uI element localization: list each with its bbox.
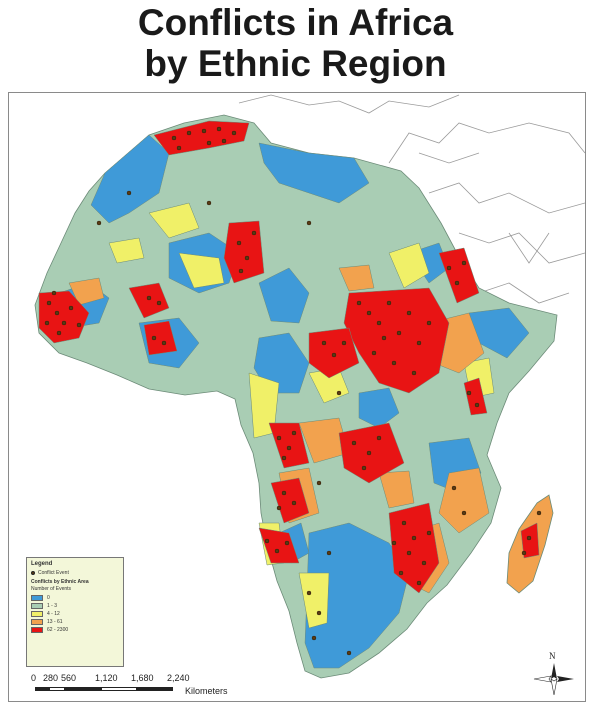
legend-swatch <box>31 595 43 601</box>
north-label: N <box>549 651 556 661</box>
legend-swatch <box>31 603 43 609</box>
scale-segment <box>65 687 101 691</box>
scale-segment <box>35 687 49 691</box>
legend-class-row: 4 - 12 <box>31 611 119 617</box>
scale-tick-label: 280 <box>43 673 59 683</box>
north-arrow: N <box>529 651 579 699</box>
legend-subtitle-2: Number of Events <box>31 586 72 592</box>
legend-class-label: 4 - 12 <box>47 611 60 617</box>
legend-class-row: 13 - 61 <box>31 619 119 625</box>
legend-class-label: 62 - 2300 <box>47 627 69 633</box>
legend-event-label: Conflict Event <box>38 570 69 576</box>
legend-class-label: 1 - 3 <box>47 603 58 609</box>
scale-bar: 0 280 560 1,120 1,680 2,240 Kilometers <box>31 673 251 697</box>
legend-class-row: 62 - 2300 <box>31 627 119 633</box>
neighbor-outlines <box>238 94 585 304</box>
scale-unit: Kilometers <box>185 686 228 696</box>
scale-tick-label: 1,120 <box>95 673 118 683</box>
scale-tick-label: 0 <box>31 673 37 683</box>
map-legend: Legend Conflict Event Conflicts by Ethni… <box>26 557 124 667</box>
legend-swatch <box>31 611 43 617</box>
compass-rose-icon <box>533 663 574 696</box>
scale-tick-label: 560 <box>61 673 77 683</box>
legend-swatch <box>31 627 43 633</box>
legend-class-label: 13 - 61 <box>47 619 63 625</box>
legend-class-row: 1 - 3 <box>31 603 119 609</box>
scale-segment <box>101 687 137 691</box>
map-title-line-1: Conflicts in Africa <box>137 2 454 43</box>
scale-tick-label: 2,240 <box>167 673 190 683</box>
conflict-event-dots <box>44 126 542 656</box>
legend-swatch <box>31 619 43 625</box>
legend-event-row: Conflict Event <box>31 570 119 576</box>
map-frame[interactable]: Legend Conflict Event Conflicts by Ethni… <box>8 92 586 702</box>
legend-class-label: 0 <box>47 595 50 601</box>
map-title-line-2: by Ethnic Region <box>144 43 447 84</box>
legend-class-row: 0 <box>31 595 119 601</box>
scale-segment <box>137 687 173 691</box>
conflict-event-dot-icon <box>31 571 35 575</box>
ethnic-area-regions <box>38 120 540 669</box>
map-title: Conflicts in Africa by Ethnic Region <box>0 2 591 84</box>
scale-tick-label: 1,680 <box>131 673 154 683</box>
legend-title: Legend <box>31 561 53 567</box>
scale-segment <box>49 687 65 691</box>
legend-subtitle: Conflicts by Ethnic Area <box>31 579 89 585</box>
africa-map <box>34 94 585 679</box>
